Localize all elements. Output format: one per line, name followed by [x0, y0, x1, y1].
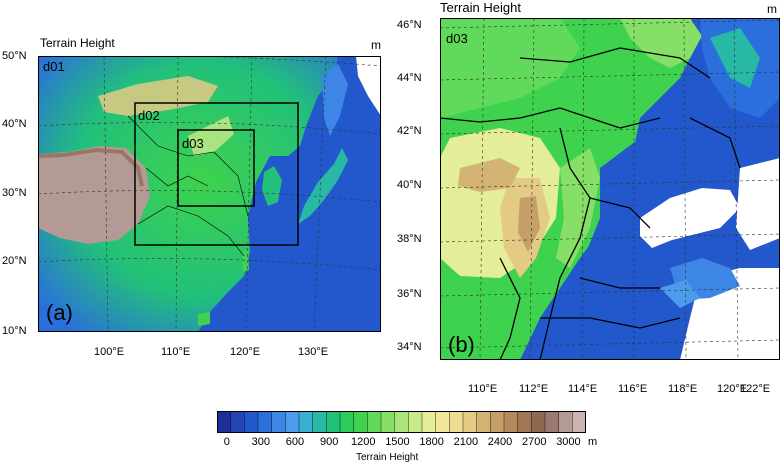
- colorbar-tick-label: 600: [285, 436, 305, 448]
- colorbar-swatch: [531, 411, 546, 433]
- lon-tick: 120°E: [230, 346, 261, 358]
- panel-b-label: (b): [448, 332, 475, 357]
- colorbar-swatch: [544, 411, 560, 433]
- domain-label-d02: d02: [138, 108, 160, 123]
- colorbar-swatch: [298, 411, 314, 433]
- lon-tick: 122°E: [740, 383, 771, 395]
- lat-tick: 40°N: [2, 118, 27, 130]
- lat-tick: 46°N: [397, 19, 422, 31]
- panel-b-map: [440, 18, 780, 360]
- lat-tick: 36°N: [397, 288, 422, 300]
- lon-tick: 116°E: [618, 383, 648, 395]
- lat-tick: 42°N: [397, 125, 422, 137]
- domain-d02-box: [134, 102, 299, 246]
- lat-tick: 44°N: [397, 72, 422, 84]
- colorbar-swatch: [312, 411, 327, 433]
- colorbar-swatch: [408, 411, 423, 433]
- plateau-terrain: [38, 146, 150, 244]
- colorbar-swatch: [476, 411, 491, 433]
- colorbar-swatch: [230, 411, 245, 433]
- colorbar-swatch: [503, 411, 519, 433]
- panel-a-unit: m: [371, 38, 381, 52]
- colorbar-tick-label: 2100: [453, 436, 479, 448]
- panel-b-title: Terrain Height: [440, 0, 521, 15]
- lat-tick: 34°N: [397, 341, 422, 353]
- colorbar-swatch: [367, 411, 382, 433]
- colorbar-swatch: [421, 411, 437, 433]
- colorbar-swatch: [271, 411, 286, 433]
- colorbar-swatch: [339, 411, 355, 433]
- lon-tick: 112°E: [519, 383, 549, 395]
- panel-a-title: Terrain Height: [40, 36, 115, 50]
- colorbar-tick-label: 3000: [556, 436, 581, 448]
- japan-islands: [298, 148, 348, 224]
- colorbar-swatch: [326, 411, 341, 433]
- korea-peninsula: [262, 166, 282, 206]
- colorbar-unit: m: [588, 436, 598, 448]
- colorbar-swatch: [285, 411, 300, 433]
- panel-b-graticule: [440, 18, 780, 360]
- colorbar-tick-label: 1800: [419, 436, 444, 448]
- lon-tick: 100°E: [94, 346, 125, 358]
- lat-tick: 40°N: [397, 179, 422, 191]
- colorbar-swatch: [257, 411, 273, 433]
- panel-a-label: (a): [46, 300, 73, 325]
- lat-tick: 20°N: [2, 255, 27, 267]
- colorbar-swatch: [462, 411, 478, 433]
- colorbar-label: Terrain Height: [356, 452, 419, 463]
- colorbar-tick-label: 1500: [385, 436, 410, 448]
- colorbar-swatch: [394, 411, 409, 433]
- lat-tick: 10°N: [2, 325, 27, 337]
- lon-tick: 130°E: [298, 346, 329, 358]
- lon-tick: 120°E: [717, 383, 748, 395]
- lon-tick: 110°E: [161, 346, 191, 358]
- domain-d03-box: [177, 129, 255, 207]
- colorbar-swatch: [558, 411, 573, 433]
- mainland-terrain: [38, 56, 338, 332]
- province-borders: [127, 115, 249, 217]
- domain-label-d01: d01: [43, 59, 65, 74]
- colorbar-swatch: [435, 411, 450, 433]
- lon-tick: 118°E: [668, 383, 698, 395]
- colorbar-tick-label: 900: [320, 436, 339, 448]
- lat-tick: 50°N: [2, 50, 27, 62]
- colorbar-tick-label: 300: [251, 436, 270, 448]
- panel-a-map: [38, 56, 381, 332]
- lon-tick: 110°E: [468, 383, 498, 395]
- colorbar-tick-label: 0: [223, 436, 230, 448]
- colorbar-swatches: [217, 411, 586, 433]
- province-borders: [440, 47, 741, 360]
- colorbar-tick-label: 2400: [487, 436, 513, 448]
- lat-tick: 30°N: [2, 187, 27, 199]
- domain-label-d03: d03: [446, 31, 468, 46]
- colorbar-swatch: [517, 411, 532, 433]
- colorbar-swatch: [244, 411, 259, 433]
- colorbar-tick-label: 1200: [351, 436, 376, 448]
- bohai-sea: [640, 188, 740, 248]
- colorbar-tick-label: 2700: [522, 436, 547, 448]
- colorbar-swatch: [380, 411, 396, 433]
- colorbar-swatch: [449, 411, 464, 433]
- lon-tick: 114°E: [568, 383, 598, 395]
- plain-lowland: [520, 138, 700, 360]
- northern-highlands: [98, 76, 218, 116]
- colorbar-swatch: [490, 411, 505, 433]
- domain-label-d03: d03: [182, 136, 204, 151]
- colorbar-swatch: [217, 411, 232, 433]
- panel-b-unit: m: [767, 2, 777, 16]
- colorbar-swatch: [572, 411, 586, 433]
- lat-tick: 38°N: [397, 233, 422, 245]
- colorbar-swatch: [353, 411, 368, 433]
